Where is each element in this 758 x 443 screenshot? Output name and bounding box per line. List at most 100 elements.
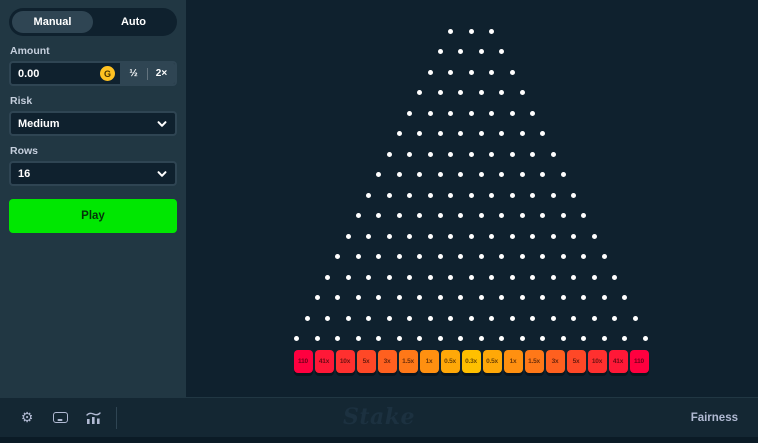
peg — [581, 295, 587, 300]
peg — [417, 90, 423, 95]
peg — [437, 49, 443, 54]
plinko-board: 110 41x 10x 5x 3x 1.5x 1x 0.5x 0.3x 0.5x 1x 1.5x 3x 5… — [186, 0, 758, 397]
peg — [458, 90, 464, 95]
peg — [294, 336, 300, 341]
chevron-down-icon — [157, 170, 167, 177]
peg — [417, 295, 423, 300]
peg — [427, 151, 433, 157]
peg — [509, 315, 515, 321]
peg — [468, 110, 474, 116]
peg — [366, 274, 371, 280]
peg — [335, 295, 341, 300]
settings-icon[interactable]: ⚙ — [18, 409, 36, 427]
peg — [376, 172, 382, 177]
risk-select[interactable]: Medium — [9, 111, 177, 136]
fairness-link[interactable]: Fairness — [691, 412, 758, 424]
rows-label: Rows — [10, 145, 39, 157]
chevron-down-icon — [157, 120, 167, 127]
peg — [335, 336, 341, 341]
peg — [489, 315, 494, 321]
peg — [407, 274, 412, 280]
live-stats-icon[interactable] — [84, 409, 102, 427]
peg — [396, 131, 402, 136]
peg — [530, 151, 535, 157]
peg — [560, 254, 566, 259]
peg — [376, 295, 382, 300]
multiplier-bucket: 10x — [587, 350, 607, 373]
peg — [386, 233, 392, 239]
peg — [314, 336, 320, 341]
amount-input[interactable]: 0.00 G — [11, 63, 120, 84]
peg — [458, 131, 464, 136]
peg — [417, 213, 423, 218]
peg — [509, 192, 515, 198]
stake-logo: Stake — [342, 403, 416, 430]
peg — [571, 315, 576, 321]
peg — [458, 254, 464, 259]
peg — [355, 336, 361, 341]
peg — [560, 295, 566, 300]
peg — [468, 233, 474, 239]
peg — [489, 28, 494, 34]
peg — [519, 336, 525, 341]
peg — [417, 336, 423, 341]
peg — [437, 90, 443, 95]
game-footer: ⚙ Stake Fairness — [0, 397, 758, 437]
peg — [448, 151, 453, 157]
peg — [427, 274, 433, 280]
rows-select[interactable]: 16 — [9, 161, 177, 186]
peg — [407, 315, 412, 321]
half-bet-button[interactable]: ½ — [120, 63, 147, 84]
peg — [417, 172, 423, 177]
peg — [489, 110, 494, 116]
peg — [519, 172, 525, 177]
footer-divider — [116, 406, 117, 429]
peg — [499, 295, 505, 300]
peg — [560, 172, 566, 177]
peg — [581, 336, 587, 341]
peg — [335, 254, 341, 259]
multiplier-bucket: 110 — [629, 350, 649, 373]
peg — [530, 274, 535, 280]
risk-label: Risk — [10, 95, 33, 107]
theater-mode-icon[interactable] — [51, 409, 69, 427]
peg — [509, 151, 515, 157]
peg — [571, 192, 576, 198]
peg — [396, 172, 402, 177]
peg — [478, 172, 484, 177]
peg — [571, 274, 576, 280]
peg — [437, 336, 443, 341]
tab-auto[interactable]: Auto — [93, 11, 174, 33]
tab-manual[interactable]: Manual — [12, 11, 93, 33]
peg — [581, 213, 587, 218]
peg — [601, 254, 607, 259]
peg — [407, 110, 412, 116]
double-bet-button[interactable]: 2× — [148, 63, 175, 84]
peg — [366, 315, 371, 321]
peg — [601, 295, 607, 300]
peg — [540, 213, 546, 218]
peg — [366, 192, 371, 198]
peg — [458, 49, 464, 54]
peg — [499, 213, 505, 218]
peg — [622, 295, 628, 300]
peg — [468, 69, 474, 75]
peg — [417, 131, 423, 136]
multiplier-bucket: 1.5x — [524, 350, 544, 373]
peg — [509, 274, 515, 280]
peg — [437, 172, 443, 177]
peg — [396, 254, 402, 259]
peg — [509, 69, 515, 75]
peg — [478, 295, 484, 300]
rows-value: 16 — [18, 167, 31, 180]
multiplier-bucket: 1x — [419, 350, 439, 373]
multiplier-bucket: 10x — [335, 350, 355, 373]
peg — [396, 213, 402, 218]
play-button[interactable]: Play — [9, 199, 177, 233]
peg — [509, 233, 515, 239]
peg — [622, 336, 628, 341]
peg — [519, 131, 525, 136]
peg — [355, 213, 361, 218]
bet-mode-toggle: Manual Auto — [9, 8, 177, 36]
